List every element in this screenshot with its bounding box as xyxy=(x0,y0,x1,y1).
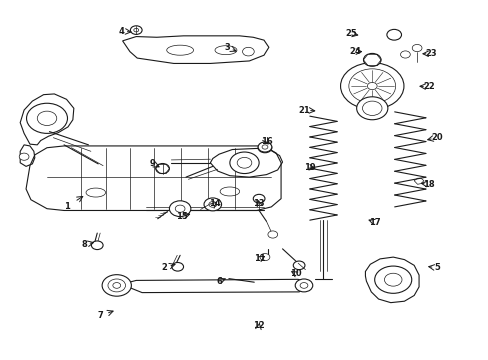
Text: 18: 18 xyxy=(422,180,434,189)
Circle shape xyxy=(348,69,395,103)
Text: 12: 12 xyxy=(253,321,264,330)
Circle shape xyxy=(267,231,277,238)
Circle shape xyxy=(237,157,251,168)
Text: 24: 24 xyxy=(349,47,361,56)
Text: 7: 7 xyxy=(98,311,103,320)
Text: 11: 11 xyxy=(254,255,265,264)
Circle shape xyxy=(258,142,271,152)
Text: 10: 10 xyxy=(289,269,301,278)
Circle shape xyxy=(229,152,259,174)
Text: 14: 14 xyxy=(209,199,221,208)
Circle shape xyxy=(134,28,139,32)
Text: 13: 13 xyxy=(253,199,264,208)
Text: 5: 5 xyxy=(433,264,439,273)
Circle shape xyxy=(411,44,421,51)
Text: 17: 17 xyxy=(368,218,380,227)
Circle shape xyxy=(400,51,409,58)
Circle shape xyxy=(26,103,67,134)
Text: 9: 9 xyxy=(150,159,155,168)
Text: 19: 19 xyxy=(304,163,316,172)
Circle shape xyxy=(169,201,190,217)
Circle shape xyxy=(366,82,376,90)
Circle shape xyxy=(300,283,307,288)
Text: 15: 15 xyxy=(176,212,187,221)
Circle shape xyxy=(208,202,216,207)
Text: 2: 2 xyxy=(161,264,166,273)
Text: 23: 23 xyxy=(424,49,436,58)
Circle shape xyxy=(340,63,403,109)
Circle shape xyxy=(19,153,29,160)
Circle shape xyxy=(362,101,381,116)
Circle shape xyxy=(203,198,221,211)
Text: 1: 1 xyxy=(63,202,69,211)
Circle shape xyxy=(171,262,183,271)
Circle shape xyxy=(258,143,271,153)
Text: 20: 20 xyxy=(430,133,442,142)
Circle shape xyxy=(293,261,305,270)
Text: 3: 3 xyxy=(224,43,230,52)
Circle shape xyxy=(113,283,121,288)
Circle shape xyxy=(262,145,267,149)
Circle shape xyxy=(386,30,401,40)
Circle shape xyxy=(262,145,267,150)
Text: 4: 4 xyxy=(119,27,124,36)
Text: 21: 21 xyxy=(298,105,309,114)
Circle shape xyxy=(156,163,169,174)
Text: 16: 16 xyxy=(260,137,272,146)
Circle shape xyxy=(253,194,264,203)
Circle shape xyxy=(37,111,57,126)
Circle shape xyxy=(295,279,312,292)
Text: 6: 6 xyxy=(216,276,222,285)
Circle shape xyxy=(384,273,401,286)
Text: 25: 25 xyxy=(344,29,356,38)
Circle shape xyxy=(260,253,269,261)
Circle shape xyxy=(108,279,125,292)
Circle shape xyxy=(242,47,254,56)
Circle shape xyxy=(363,53,380,66)
Circle shape xyxy=(130,26,142,35)
Circle shape xyxy=(91,241,103,249)
Text: 8: 8 xyxy=(81,240,87,249)
Circle shape xyxy=(175,205,184,212)
Circle shape xyxy=(102,275,131,296)
Circle shape xyxy=(374,266,411,293)
Circle shape xyxy=(356,97,387,120)
Text: 22: 22 xyxy=(422,82,434,91)
